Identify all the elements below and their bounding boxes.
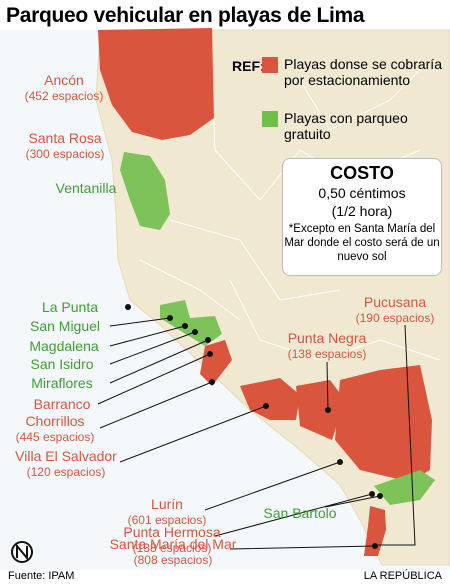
place-label: San Miguel	[30, 318, 100, 334]
place-name: Chorrillos	[25, 413, 85, 429]
place-label: La Punta	[42, 299, 98, 315]
legend-swatch	[262, 57, 278, 73]
place-detail: (300 espacios)	[25, 147, 105, 161]
paid-zone	[200, 340, 232, 386]
place-detail: (601 espacios)	[127, 513, 207, 527]
place-detail: (138 espacios)	[132, 541, 212, 555]
place-name: Ancón	[44, 72, 84, 88]
paid-zone	[240, 378, 300, 420]
free-zone	[374, 470, 435, 505]
place-label: Santa Rosa (300 espacios)	[26, 130, 105, 162]
free-zone	[160, 300, 222, 346]
place-label: San Isidro	[30, 356, 93, 372]
place-label: Miraflores	[31, 375, 92, 391]
place-label: San Bartolo	[263, 505, 336, 521]
place-label: Punta Negra (138 espacios)	[288, 330, 367, 362]
source: Fuente: IPAM	[8, 570, 75, 582]
place-name: La Punta	[41, 299, 99, 315]
legend-swatch	[262, 111, 278, 127]
place-detail: (445 espacios)	[15, 430, 95, 444]
place-detail: (190 espacios)	[355, 311, 435, 325]
place-label: Barranco	[34, 396, 91, 412]
cost-note: *Excepto en Santa María del Mar donde el…	[284, 223, 440, 263]
place-name: Santa María del Mar	[109, 536, 237, 552]
place-name: Punta Hermosa	[123, 524, 221, 540]
place-name: Miraflores	[31, 375, 93, 391]
place-detail: (138 espacios)	[287, 347, 367, 361]
paid-zone	[98, 28, 214, 140]
legend-item: Playas donse se cobraría por estacionami…	[262, 56, 442, 88]
legend-ref: REF:	[232, 58, 265, 74]
place-name: Villa El Salvador	[15, 448, 117, 464]
place-detail: (808 espacios)	[133, 553, 213, 567]
cost-box: COSTO 0,50 céntimos (1/2 hora) *Excepto …	[282, 158, 442, 276]
cost-price: 0,50 céntimos	[318, 185, 406, 201]
beach-points	[125, 304, 383, 549]
place-name: Santa Rosa	[28, 130, 102, 146]
place-label: Villa El Salvador (120 espacios)	[15, 448, 117, 480]
brand: LA REPÚBLICA	[363, 570, 442, 582]
place-label: Chorrillos (445 espacios)	[16, 413, 95, 445]
place-name: Barranco	[33, 396, 91, 412]
paid-zone	[296, 380, 345, 440]
north-arrow	[11, 541, 33, 563]
paid-zone	[364, 506, 386, 556]
place-label: Ancón (452 espacios)	[25, 72, 104, 104]
place-label: Santa María del Mar (808 espacios)	[110, 536, 237, 568]
legend-label: Playas donse se cobraría por estacionami…	[284, 56, 442, 88]
place-name: Pucusana	[363, 294, 427, 310]
place-name: San Miguel	[29, 318, 101, 334]
legend-label: Playas con parqueo gratuito	[284, 110, 408, 142]
place-name: Lurín	[151, 496, 183, 512]
place-name: Ventanilla	[55, 180, 117, 196]
leader-lines	[97, 317, 416, 550]
place-name: San Bartolo	[263, 505, 337, 521]
free-zone	[120, 152, 170, 230]
place-label: Ventanilla	[56, 180, 117, 196]
place-label: Pucusana (190 espacios)	[356, 294, 435, 326]
place-detail: (452 espacios)	[24, 89, 104, 103]
cost-title: COSTO	[330, 163, 394, 183]
place-label: Magdalena	[29, 338, 98, 354]
place-name: San Isidro	[30, 356, 94, 372]
place-label: Punta Hermosa (138 espacios)	[123, 524, 220, 556]
place-name: Punta Negra	[287, 330, 367, 346]
cost-unit: (1/2 hora)	[331, 203, 393, 219]
place-name: Magdalena	[29, 338, 99, 354]
title: Parqueo vehicular en playas de Lima	[6, 4, 365, 27]
districts	[139, 29, 441, 361]
place-detail: (120 espacios)	[26, 465, 106, 479]
legend-item: Playas con parqueo gratuito	[262, 110, 432, 142]
place-label: Lurín (601 espacios)	[128, 496, 207, 528]
